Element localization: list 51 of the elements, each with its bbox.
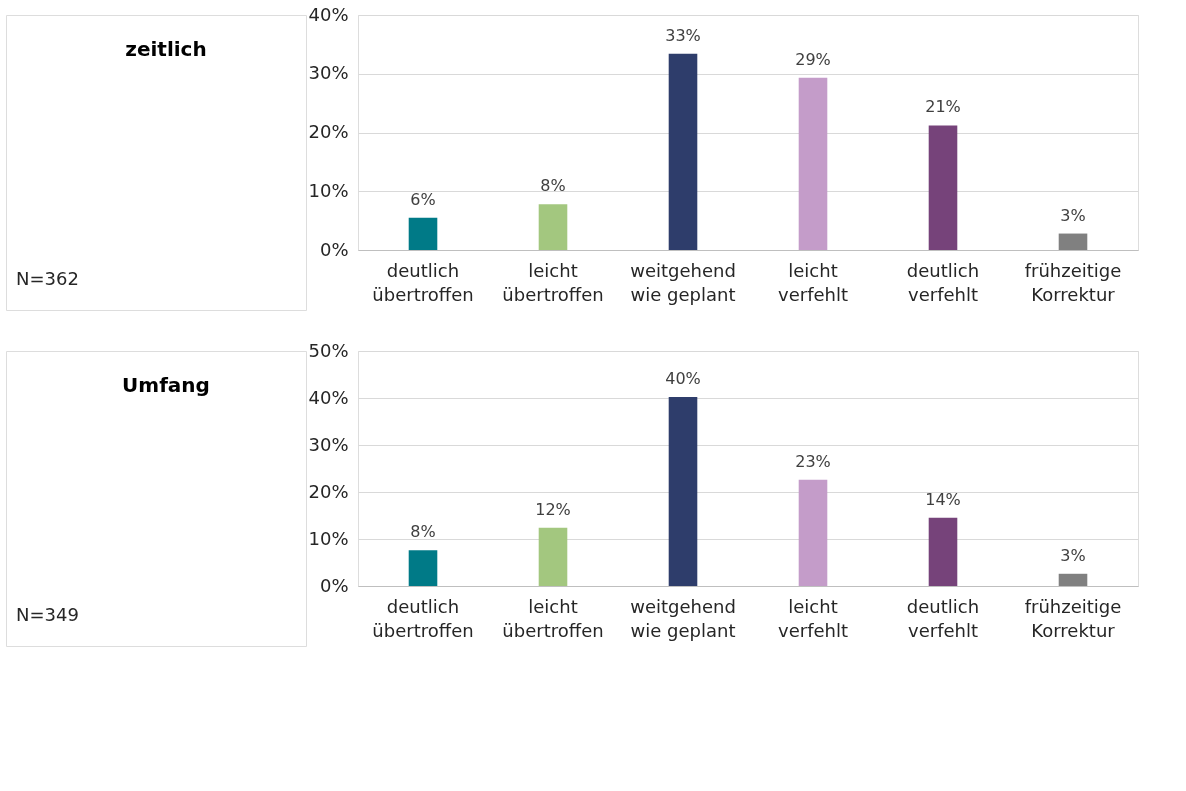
x-tick-label: deutlich verfehlt	[906, 595, 980, 641]
bar	[798, 77, 828, 250]
data-label: 3%	[1060, 545, 1086, 565]
data-label: 21%	[925, 97, 961, 117]
bar	[1058, 233, 1088, 250]
y-tick-label: 40%	[308, 3, 349, 25]
y-tick-label: 40%	[308, 386, 349, 408]
data-label: 8%	[540, 176, 566, 196]
data-label: 12%	[535, 499, 571, 519]
x-tick-label: frühzeitige Korrektur	[1024, 259, 1122, 305]
x-tick-label: deutlich übertroffen	[372, 259, 474, 305]
data-label: 33%	[665, 25, 701, 45]
bar	[1058, 573, 1088, 586]
y-tick-label: 30%	[308, 433, 349, 455]
text: Umfang	[122, 373, 210, 397]
data-label: 14%	[925, 489, 961, 509]
x-tick-label: leicht verfehlt	[777, 259, 849, 305]
y-tick-label: 10%	[308, 179, 349, 201]
text: N=362	[16, 268, 79, 289]
y-tick-label: 10%	[308, 527, 349, 549]
x-tick-label: deutlich übertroffen	[372, 595, 474, 641]
y-tick-label: 0%	[319, 238, 349, 260]
data-label: 40%	[665, 369, 701, 389]
text: N=349	[16, 604, 79, 625]
x-tick-label: weitgehend wie geplant	[630, 259, 736, 305]
data-label: 3%	[1060, 205, 1086, 225]
y-tick-label: 0%	[319, 574, 349, 596]
bar	[668, 397, 698, 586]
bar	[928, 125, 958, 250]
y-tick-label: 20%	[308, 121, 349, 142]
y-tick-label: 50%	[308, 339, 349, 361]
data-label: 8%	[410, 522, 436, 542]
x-tick-label: deutlich verfehlt	[906, 259, 980, 305]
bar	[408, 217, 438, 250]
x-tick-label: leicht übertroffen	[502, 259, 604, 305]
text: zeitlich	[125, 37, 207, 61]
bar	[668, 53, 698, 250]
x-tick-label: weitgehend wie geplant	[630, 595, 736, 641]
y-tick-label: 20%	[308, 480, 349, 502]
bar	[538, 204, 568, 250]
bar	[538, 527, 568, 586]
data-label: 29%	[795, 49, 831, 69]
bar	[408, 550, 438, 586]
data-label: 6%	[410, 189, 436, 209]
data-label: 23%	[795, 451, 831, 471]
x-tick-label: leicht übertroffen	[502, 595, 604, 641]
x-tick-label: leicht verfehlt	[777, 595, 849, 641]
bar	[928, 517, 958, 586]
x-tick-label: frühzeitige Korrektur	[1024, 595, 1122, 641]
y-tick-label: 30%	[308, 62, 349, 84]
bar	[798, 479, 828, 586]
